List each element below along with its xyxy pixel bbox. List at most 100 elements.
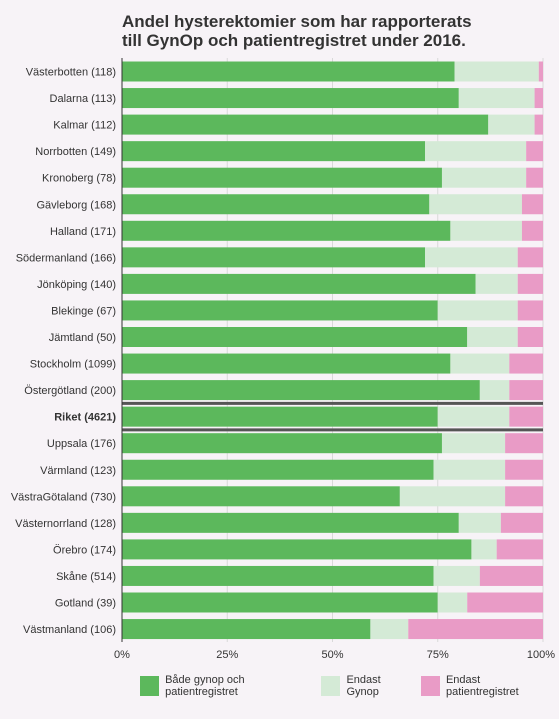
bar-segment [526,141,543,162]
bar-segment [122,592,438,613]
bar-segment [122,88,459,109]
category-label: Skåne (514) [56,571,116,583]
bar-segment [122,114,489,135]
bar-segment [509,380,543,401]
bar-segment [433,459,506,480]
bar-segment [505,459,543,480]
bar-segment [538,61,543,82]
bar-segment [458,88,535,109]
category-label: Stockholm (1099) [30,359,116,371]
bar-segment [122,565,434,586]
bar-segment [479,565,543,586]
chart-title: Andel hysterektomier som har rapporterat… [122,12,542,50]
bar-segment [521,220,543,241]
bar-segment [505,486,543,507]
bar-segment [122,353,451,374]
bar-segment [517,300,543,321]
x-tick-label: 75% [427,649,449,661]
category-label: Örebro (174) [53,544,116,556]
category-label: Riket (4621) [54,412,116,424]
bar-segment [534,88,543,109]
bar-segment [517,273,543,294]
bar-segment [454,61,539,82]
legend-item-patientregistret: Endast patientregistret [420,674,551,698]
bar-segment [122,486,400,507]
bar-segment [467,327,518,347]
x-tick-label: 50% [321,649,343,661]
bar-segment [509,406,543,427]
bar-segment [437,592,468,613]
bar-segment [437,406,510,427]
legend-swatch-patientregistret [420,676,440,696]
legend-swatch-gynop [321,676,341,696]
bar-segment [122,539,472,560]
bar-segment [122,167,442,188]
category-label: Västernorrland (128) [15,518,116,530]
bar-segment [122,512,459,533]
bar-segment [526,167,543,188]
chart-legend: Både gynop och patientregistret Endast G… [140,674,559,698]
bar-segment [441,167,527,188]
bar-segment [441,433,506,454]
category-label: Västerbotten (118) [26,67,116,79]
chart-title-line-1: Andel hysterektomier som har rapporterat… [122,12,472,31]
bar-segment [399,486,506,507]
bar-segment [534,114,543,135]
bar-segment [458,512,501,533]
chart-title-line-2: till GynOp och patientregistret under 20… [122,31,466,50]
category-label: Uppsala (176) [47,438,116,450]
category-label: VästraGötaland (730) [11,491,116,503]
bar-segment [122,433,442,454]
bar-segment [471,539,497,560]
bar-segment [433,565,480,586]
bar-segment [122,194,430,215]
bar-segment [425,247,518,268]
bar-segment [429,194,522,215]
bar-segment [517,247,543,268]
x-tick-label: 0% [114,649,130,661]
bar-segment [496,539,543,560]
category-label: Halland (171) [50,226,116,238]
category-label: Blekinge (67) [51,305,116,317]
legend-label-patientregistret: Endast patientregistret [445,674,519,698]
bar-segment [450,353,510,374]
category-label: Jämtland (50) [49,332,116,344]
bar-segment [475,273,518,294]
bar-segment [122,220,451,241]
bar-segment [122,141,426,162]
category-label: Kronoberg (78) [42,173,116,185]
x-tick-label: 25% [216,649,238,661]
category-label: Gävleborg (168) [37,199,117,211]
bar-segment [408,619,543,640]
bar-segment [122,61,455,82]
bar-segment [425,141,527,162]
legend-label-both: Både gynop och patientregistret [165,674,245,698]
bar-segment [488,114,535,135]
bar-segment [122,273,476,294]
category-label: Östergötland (200) [24,385,116,397]
x-tick-label: 100% [527,649,555,661]
category-label: Norrbotten (149) [35,146,116,158]
bar-segment [122,406,438,427]
bar-segment [370,619,409,640]
bar-segment [122,247,426,268]
legend-item-gynop: Endast Gynop [321,674,413,698]
bar-segment [500,512,543,533]
bar-segment [479,380,510,401]
legend-item-both: Både gynop och patientregistret [140,674,313,698]
category-label: Kalmar (112) [53,120,116,132]
bar-segment [122,459,434,480]
category-label: Dalarna (113) [50,93,116,105]
category-label: Jönköping (140) [37,279,116,291]
legend-swatch-both [140,676,160,696]
bar-segment [450,220,522,241]
category-label: Södermanland (166) [16,252,116,264]
legend-label-gynop: Endast Gynop [346,674,381,698]
bar-segment [437,300,518,321]
bar-segment [509,353,543,374]
bar-segment [122,327,468,347]
bar-segment [517,327,543,347]
bar-segment [505,433,543,454]
bar-segment [122,380,480,401]
